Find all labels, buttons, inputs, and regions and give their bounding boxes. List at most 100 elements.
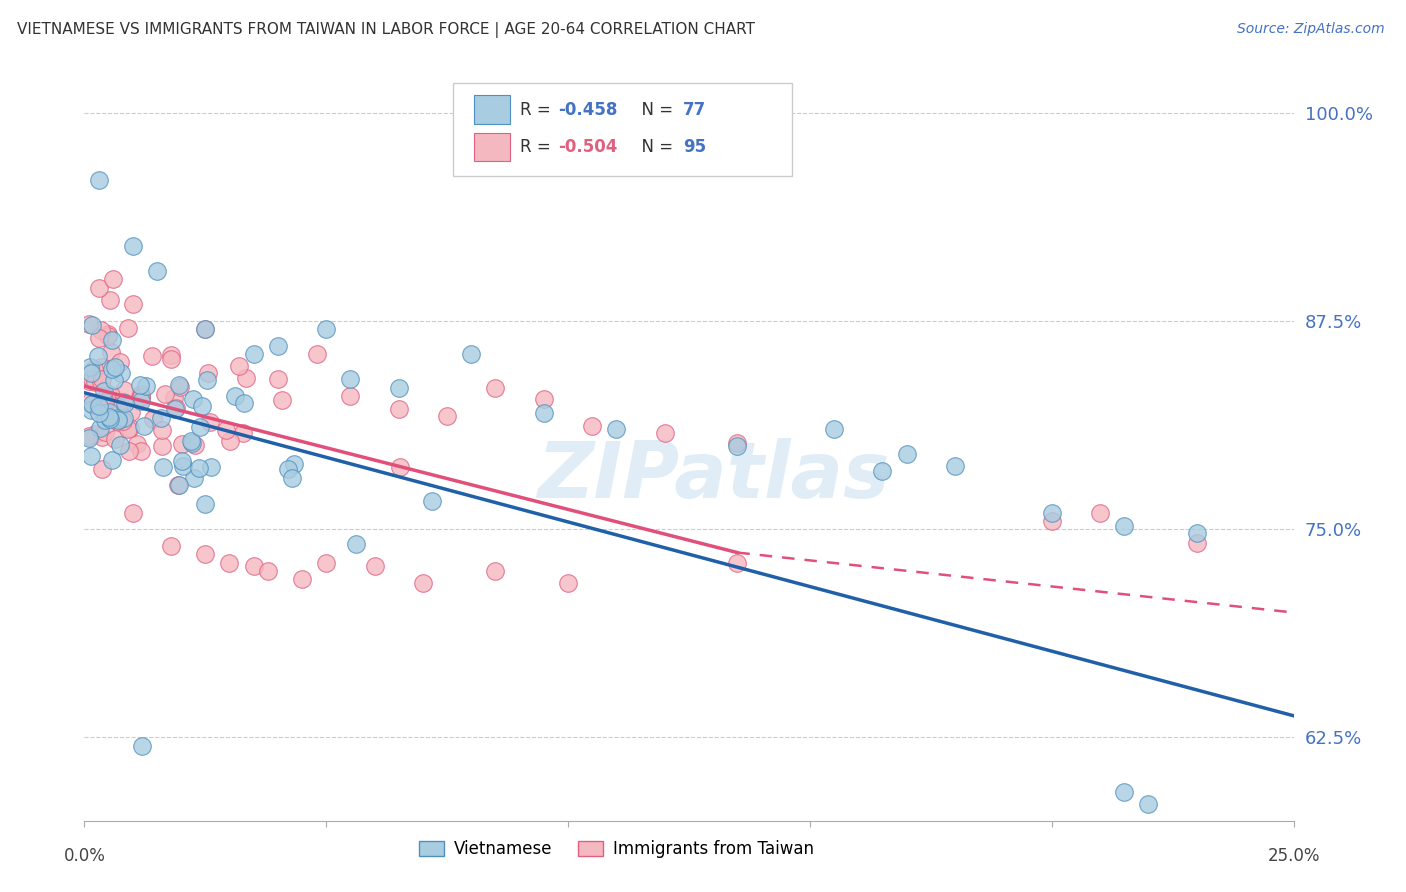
Point [291, 572, 314, 586]
Point [104, 432, 127, 446]
Point [83, 361, 105, 376]
Point [79, 395, 101, 409]
Point [388, 402, 411, 417]
Point [281, 471, 304, 485]
Point [1185, 525, 1208, 540]
Point [121, 297, 143, 311]
Point [82, 397, 104, 411]
Point [344, 537, 367, 551]
Point [169, 380, 191, 394]
Point [194, 547, 217, 561]
Text: R =: R = [520, 138, 555, 156]
Point [218, 556, 240, 570]
Point [90, 375, 112, 389]
Point [146, 264, 169, 278]
Point [129, 443, 152, 458]
Point [160, 352, 183, 367]
Point [131, 390, 153, 404]
Point [557, 575, 579, 590]
Point [104, 359, 127, 374]
Point [127, 437, 149, 451]
Point [121, 239, 143, 253]
Point [80, 366, 103, 380]
Text: 95: 95 [683, 138, 706, 156]
Point [725, 439, 748, 453]
Point [98, 412, 121, 426]
Point [93, 384, 115, 399]
Text: N =: N = [631, 138, 678, 156]
Point [87, 349, 110, 363]
Point [94, 390, 117, 404]
Point [77, 374, 100, 388]
Point [277, 462, 299, 476]
Point [194, 322, 217, 336]
Point [142, 411, 165, 425]
Point [84, 376, 107, 390]
Point [191, 399, 214, 413]
Point [187, 460, 209, 475]
Point [872, 464, 894, 478]
Text: 0.0%: 0.0% [63, 847, 105, 865]
Point [97, 327, 120, 342]
Point [152, 459, 174, 474]
Point [84, 426, 107, 441]
Text: VIETNAMESE VS IMMIGRANTS FROM TAIWAN IN LABOR FORCE | AGE 20-64 CORRELATION CHAR: VIETNAMESE VS IMMIGRANTS FROM TAIWAN IN … [17, 22, 755, 38]
Point [77, 429, 100, 443]
Point [484, 564, 506, 578]
Point [823, 422, 845, 436]
Point [82, 398, 104, 412]
Point [484, 381, 506, 395]
Point [725, 556, 748, 570]
Point [83, 374, 105, 388]
Point [170, 454, 193, 468]
Point [183, 471, 205, 485]
Point [163, 392, 186, 406]
Point [77, 317, 100, 331]
Point [112, 395, 135, 409]
Point [94, 406, 117, 420]
Point [194, 322, 217, 336]
Point [80, 372, 103, 386]
Point [105, 414, 128, 428]
Point [87, 399, 110, 413]
Point [1137, 797, 1160, 811]
Point [107, 411, 129, 425]
Point [100, 387, 122, 401]
Point [160, 539, 183, 553]
Point [283, 457, 305, 471]
Point [121, 506, 143, 520]
Point [170, 436, 193, 450]
Point [155, 387, 177, 401]
Point [235, 371, 257, 385]
Point [97, 405, 120, 419]
Point [131, 393, 153, 408]
FancyBboxPatch shape [453, 83, 792, 177]
Point [101, 452, 124, 467]
Point [315, 556, 337, 570]
Point [87, 172, 110, 186]
Point [1114, 785, 1136, 799]
Point [132, 418, 155, 433]
Point [135, 379, 157, 393]
Point [94, 413, 117, 427]
Text: -0.458: -0.458 [558, 101, 617, 119]
Point [100, 398, 122, 412]
Text: 25.0%: 25.0% [1267, 847, 1320, 865]
Point [339, 389, 361, 403]
Point [420, 494, 443, 508]
Point [271, 392, 294, 407]
Point [103, 272, 125, 286]
Point [605, 422, 627, 436]
Point [80, 449, 103, 463]
Point [103, 373, 125, 387]
Point [581, 419, 603, 434]
Point [1114, 519, 1136, 533]
Point [167, 478, 190, 492]
Point [257, 564, 280, 578]
Point [80, 403, 103, 417]
Point [228, 359, 250, 373]
Point [150, 439, 173, 453]
Point [197, 367, 219, 381]
Point [1040, 514, 1063, 528]
Point [219, 434, 242, 448]
